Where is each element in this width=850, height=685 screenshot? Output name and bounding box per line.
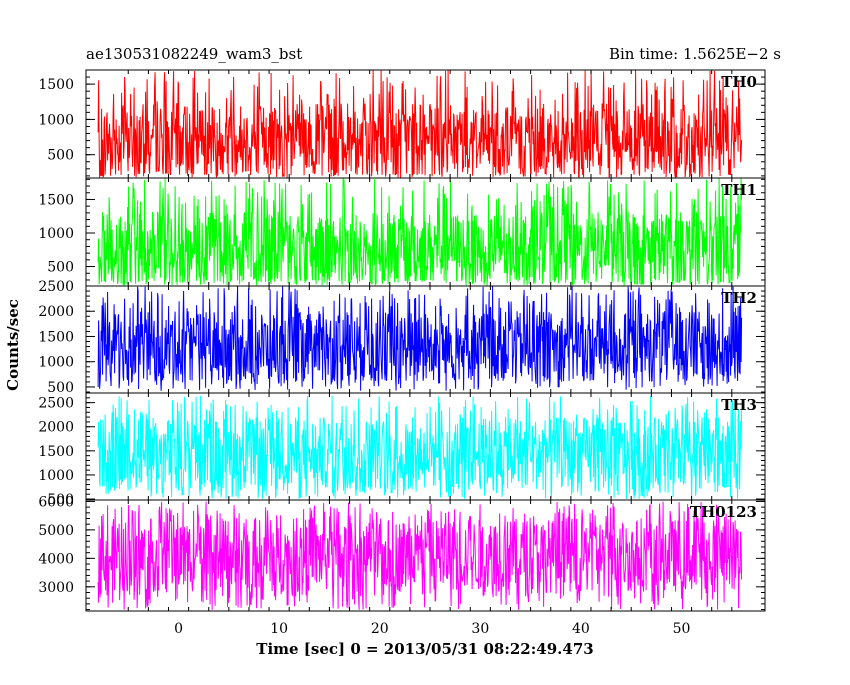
y-tick-label: 500 — [47, 380, 74, 396]
series-th1-line — [97, 178, 743, 286]
y-tick-label: 5000 — [38, 523, 74, 539]
y-tick-label: 1500 — [38, 444, 74, 460]
panel-th1: 500 1000 1500 TH1 — [38, 177, 766, 287]
y-tick-label: 3000 — [38, 580, 74, 596]
panel-th2: 500 1000 1500 2000 2500 TH2 — [38, 279, 766, 396]
panels-group: 500 1000 1500 TH0 500 1000 1500 TH1 500 1000 1500 2… — [38, 69, 766, 612]
panel-th0123: 3000 4000 5000 6000 TH0123 — [38, 494, 766, 612]
y-tick-label: 6000 — [38, 494, 74, 510]
y-tick-label: 1000 — [38, 226, 74, 242]
y-tick-label: 4000 — [38, 551, 74, 567]
panel-th0: 500 1000 1500 TH0 — [38, 69, 766, 179]
y-tick-label: 1000 — [38, 468, 74, 484]
y-tick-label: 500 — [47, 492, 74, 508]
series-th3-line — [97, 395, 743, 500]
y-tick-label: 2000 — [38, 420, 74, 436]
x-tick-label: 10 — [270, 621, 288, 637]
y-axis-label: Counts/sec — [4, 299, 22, 391]
x-tick-label: 0 — [174, 621, 183, 637]
series-th0-line — [97, 70, 743, 178]
x-tick-label: 50 — [673, 621, 691, 637]
x-axis-label: Time [sec] 0 = 2013/05/31 08:22:49.473 — [256, 640, 593, 658]
panel-label-th0123: TH0123 — [690, 503, 757, 521]
x-tick-label: 30 — [471, 621, 489, 637]
y-tick-label: 1500 — [38, 329, 74, 345]
y-tick-label: 1500 — [38, 192, 74, 208]
y-tick-label: 2500 — [38, 279, 74, 295]
panel-label-th3: TH3 — [721, 396, 757, 414]
y-tick-label: 500 — [47, 148, 74, 164]
y-tick-label: 1000 — [38, 112, 74, 128]
panel-label-th1: TH1 — [721, 181, 757, 199]
bin-time-label: Bin time: 1.5625E−2 s — [609, 45, 781, 63]
y-tick-label: 1000 — [38, 355, 74, 371]
y-tick-label: 2500 — [38, 396, 74, 412]
y-tick-label: 500 — [47, 260, 74, 276]
panel-label-th2: TH2 — [721, 289, 757, 307]
x-tick-label: 40 — [572, 621, 590, 637]
plot-title: ae130531082249_wam3_bst — [86, 45, 302, 63]
series-th0123-line — [97, 501, 743, 610]
series-th2-line — [97, 286, 743, 391]
panel-frame — [85, 499, 766, 612]
x-tick-labels: 0 10 20 30 40 50 — [174, 621, 690, 637]
x-tick-label: 20 — [371, 621, 389, 637]
y-tick-label: 1500 — [38, 77, 74, 93]
panel-label-th0: TH0 — [721, 73, 757, 91]
y-tick-label: 2000 — [38, 304, 74, 320]
panel-th3: 500 1000 1500 2000 2500 TH3 — [38, 392, 766, 508]
